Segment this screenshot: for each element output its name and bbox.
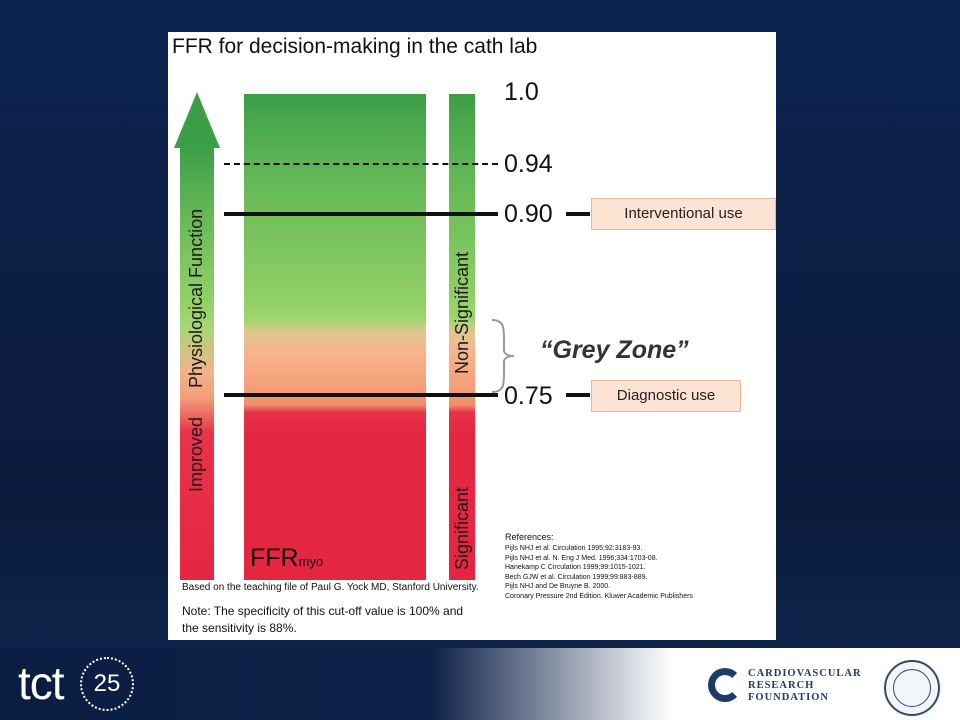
seal-inner-ring [893, 669, 931, 707]
institution-seal-icon [884, 660, 940, 716]
note-line-1: Note: The specificity of this cut-off va… [182, 604, 464, 618]
diagnostic-use-box: Diagnostic use [591, 380, 741, 412]
crf-line-2: RESEARCH [748, 680, 815, 691]
reference-item: Pijls NHJ et al. Circulation 1995;92:318… [505, 545, 643, 552]
significance-bar [449, 94, 475, 580]
significant-label: Significant [452, 486, 472, 570]
crf-logo-icon [708, 668, 742, 702]
crf-line-3: FOUNDATION [748, 692, 829, 703]
connector-diagnostic [566, 393, 590, 397]
scale-label-1-0: 1.0 [504, 78, 539, 106]
credit-text: Based on the teaching file of Paul G. Yo… [182, 582, 479, 593]
arrow-up-icon [174, 92, 220, 148]
ffr-myo-label: FFRmyo [250, 544, 324, 572]
slide-content: FFR for decision-making in the cath lab … [168, 32, 776, 640]
tct-25-badge: 25 [80, 657, 134, 711]
references-block: References: Pijls NHJ et al. Circulation… [505, 532, 693, 602]
reference-item: Pijls NHJ and De Bruyne B. 2000. [505, 583, 611, 591]
footer-band [0, 648, 960, 720]
threshold-line-075 [224, 393, 498, 397]
scale-label-0-94: 0.94 [504, 150, 553, 178]
connector-interventional [566, 212, 590, 216]
references-heading: References: [505, 532, 554, 542]
interventional-use-box: Interventional use [591, 198, 776, 230]
non-significant-label: Non-Significant [452, 251, 472, 374]
grey-zone-brace-icon [491, 319, 515, 393]
ffr-gradient-bar [244, 94, 426, 580]
reference-item: Hanekamp C Circulation 1999;99:1015-1021… [505, 564, 646, 572]
threshold-line-094 [224, 163, 498, 165]
reference-item: Coronary Pressure 2nd Edition. Kluwer Ac… [505, 592, 693, 600]
crf-logo-text: CARDIOVASCULAR RESEARCH FOUNDATION [748, 668, 862, 704]
slide-title: FFR for decision-making in the cath lab [172, 35, 538, 58]
threshold-line-090 [224, 212, 498, 216]
crf-line-1: CARDIOVASCULAR [748, 668, 862, 679]
grey-zone-label: “Grey Zone” [540, 336, 689, 364]
reference-item: Pijls NHJ et al. N. Eng J Med. 1996;334:… [505, 554, 658, 562]
arrow-label-improved: Improved [186, 416, 206, 492]
arrow-label-physiological-function: Physiological Function [186, 208, 206, 388]
physiological-function-arrow [180, 146, 214, 580]
scale-label-0-90: 0.90 [504, 200, 553, 228]
scale-label-0-75: 0.75 [504, 382, 553, 410]
note-line-2: the sensitivity is 88%. [182, 621, 297, 635]
tct-logo-text: tct [18, 657, 65, 709]
reference-item: Bech GJW et al. Circulation 1999;99:883-… [505, 573, 648, 581]
